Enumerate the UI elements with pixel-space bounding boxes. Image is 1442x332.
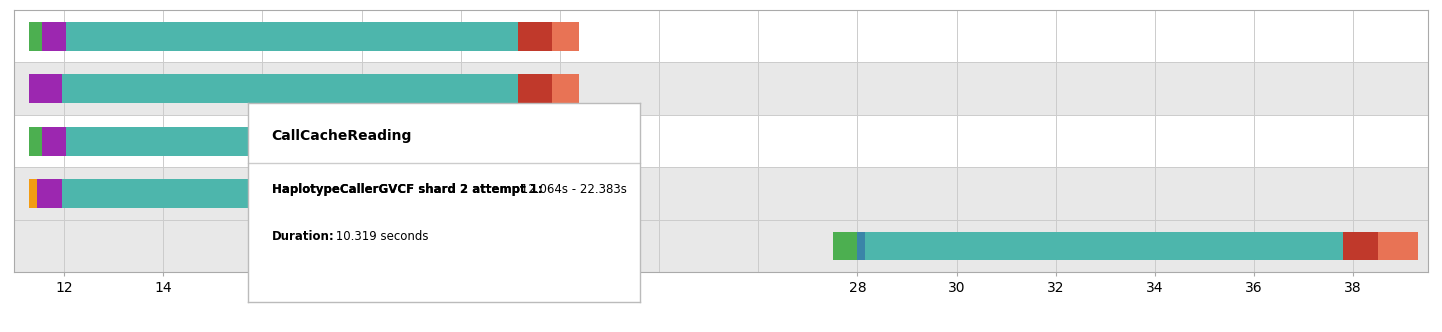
Bar [42, 127, 66, 155]
Text: 10.319 seconds: 10.319 seconds [332, 230, 428, 243]
Bar [858, 232, 865, 260]
Text: HaplotypeCallerGVCF shard 2 attempt 1:: HaplotypeCallerGVCF shard 2 attempt 1: [271, 183, 542, 196]
Text: HaplotypeCallerGVCF shard 2 attempt 1: 12.064s - 22.383s: HaplotypeCallerGVCF shard 2 attempt 1: 1… [271, 183, 623, 196]
Bar [832, 232, 858, 260]
Bar [518, 22, 552, 50]
Bar [14, 167, 1428, 220]
Bar [518, 127, 552, 155]
Bar [865, 232, 1344, 260]
Bar [66, 22, 518, 50]
Bar [62, 179, 510, 208]
Bar [14, 62, 1428, 115]
Text: Duration:: Duration: [271, 230, 335, 243]
Bar [62, 74, 518, 103]
Bar [29, 22, 42, 50]
Bar [66, 127, 518, 155]
Bar [552, 22, 578, 50]
Bar [552, 127, 578, 155]
Bar [29, 127, 42, 155]
Bar [36, 179, 62, 208]
Text: 12.064s - 22.383s: 12.064s - 22.383s [516, 183, 627, 196]
Text: CallCacheReading: CallCacheReading [271, 129, 412, 143]
Bar [14, 220, 1428, 272]
Bar [29, 74, 62, 103]
Bar [29, 179, 36, 208]
Bar [518, 74, 552, 103]
Bar [14, 115, 1428, 167]
Bar [42, 22, 66, 50]
Text: HaplotypeCallerGVCF shard 2 attempt 1:: HaplotypeCallerGVCF shard 2 attempt 1: [271, 183, 542, 196]
Bar [552, 74, 578, 103]
Bar [14, 10, 1428, 62]
Bar [1344, 232, 1379, 260]
Bar [1379, 232, 1417, 260]
